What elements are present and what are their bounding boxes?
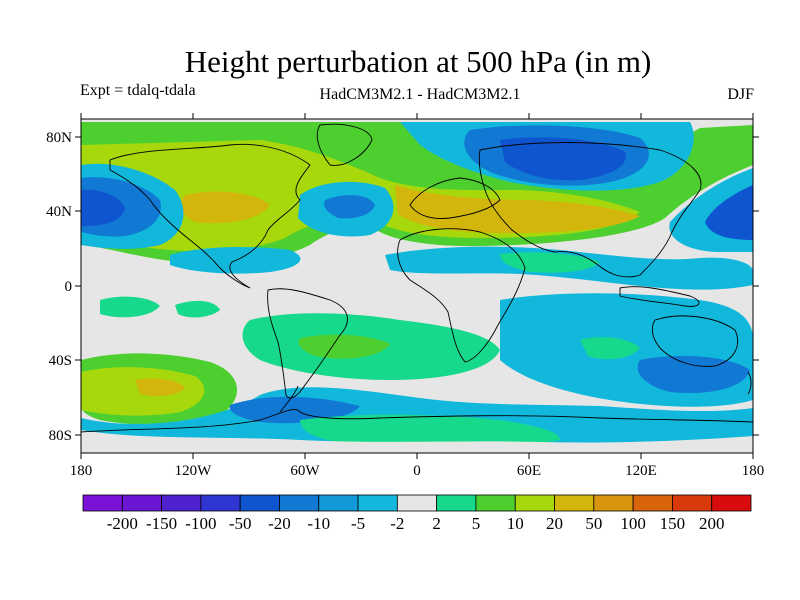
- contour-negative-atlantic-mid: [324, 195, 375, 219]
- longitude-axis: 180 120W 60W 0 60E 120E 180: [70, 113, 765, 479]
- coast-asia: [478, 142, 702, 278]
- lat-tick-80s: 80S: [49, 428, 72, 444]
- lat-tick-0: 0: [65, 279, 73, 295]
- map-panel: [81, 119, 753, 453]
- coast-antarctic-peninsula: [279, 385, 299, 413]
- colorbar-label: 2: [432, 514, 441, 533]
- colorbar-label: -5: [351, 514, 365, 533]
- contour-negative-siberia-deep: [500, 137, 626, 181]
- colorbar-swatch: [554, 494, 595, 512]
- contour-negative-southern-ocean-mid: [229, 396, 360, 424]
- coast-south-america: [267, 288, 348, 399]
- colorbar-label: 5: [472, 514, 481, 533]
- contour-positive-tropical-pacific: [100, 296, 160, 318]
- lon-tick-120w: 120W: [175, 463, 213, 479]
- contour-negative-south-polar-light: [81, 430, 753, 453]
- coast-indonesia: [619, 286, 700, 307]
- coast-europe: [409, 177, 501, 219]
- colorbar-label: -150: [146, 514, 177, 533]
- colorbar-swatch: [396, 494, 438, 512]
- contour-positive-south-pacific-yellow: [135, 378, 185, 396]
- colorbar-label: 200: [699, 514, 725, 533]
- colorbar-label: -50: [229, 514, 252, 533]
- lat-tick-40n: 40N: [46, 204, 72, 220]
- lat-tick-40s: 40S: [49, 353, 72, 369]
- colorbar-label: 10: [507, 514, 524, 533]
- map-title: Height perturbation at 500 hPa (in m): [184, 44, 652, 79]
- experiment-label: Expt = tdalq-tdala: [80, 82, 196, 99]
- season-label: DJF: [727, 86, 754, 103]
- colorbar-swatch: [161, 494, 202, 512]
- latitude-axis: 80N 40N 0 40S 80S: [46, 130, 759, 444]
- colorbar-swatch: [318, 494, 359, 512]
- model-label: HadCM3M2.1 - HadCM3M2.1: [319, 86, 521, 103]
- contour-negative-northpacific-deep: [81, 189, 125, 226]
- contour-negative-westpacific-deep: [705, 185, 753, 240]
- colorbar-swatch: [672, 494, 713, 512]
- coast-antarctica: [81, 409, 753, 433]
- contour-positive-southern-ocean-green: [300, 414, 560, 448]
- colorbar-swatch: [593, 494, 634, 512]
- coast-africa: [397, 228, 526, 363]
- colorbar-label: -20: [268, 514, 291, 533]
- colorbar-swatch: [82, 494, 123, 512]
- colorbar-swatch: [357, 494, 398, 512]
- coast-australia: [651, 315, 739, 367]
- colorbar-swatch: [711, 494, 752, 512]
- colorbar-label: -10: [307, 514, 330, 533]
- lon-tick-60e: 60E: [517, 463, 541, 479]
- colorbar-swatch: [200, 494, 241, 512]
- coast-greenland: [316, 123, 373, 166]
- colorbar-swatch: [475, 494, 516, 512]
- colorbar-swatch: [514, 494, 555, 512]
- colorbar-label: 150: [660, 514, 686, 533]
- contour-positive-northamerica-yellow: [181, 191, 270, 224]
- colorbar-swatch: [436, 494, 477, 512]
- lon-tick-180-east: 180: [742, 463, 765, 479]
- contour-positive-tropical-pacific2: [175, 300, 220, 318]
- coastlines: [81, 123, 753, 433]
- colorbar-label: -2: [390, 514, 404, 533]
- lon-tick-120e: 120E: [625, 463, 657, 479]
- coast-new-zealand: [747, 371, 752, 395]
- coast-north-america: [109, 143, 311, 289]
- colorbar-label: 20: [546, 514, 563, 533]
- colorbar-label: 100: [620, 514, 646, 533]
- lon-tick-180-west: 180: [70, 463, 93, 479]
- contour-positive-north-yellow: [395, 185, 640, 234]
- contour-positive-south-atlantic-lime: [298, 334, 390, 359]
- colorbar-swatch: [632, 494, 673, 512]
- colorbar-label: 50: [585, 514, 602, 533]
- colorbar: -200 -150 -100 -50 -20 -10 -5 -2 2 5 10 20 50 100 150 2…: [82, 494, 752, 533]
- colorbar-swatch: [279, 494, 320, 512]
- colorbar-swatch: [121, 494, 162, 512]
- lon-tick-60w: 60W: [290, 463, 320, 479]
- contour-negative-south-indian-mid: [637, 355, 750, 394]
- colorbar-label: -100: [185, 514, 216, 533]
- lon-tick-0: 0: [413, 463, 421, 479]
- colorbar-swatch: [239, 494, 280, 512]
- lat-tick-80n: 80N: [46, 130, 72, 146]
- colorbar-label: -200: [107, 514, 138, 533]
- contour-positive-south-indian-green: [580, 337, 640, 360]
